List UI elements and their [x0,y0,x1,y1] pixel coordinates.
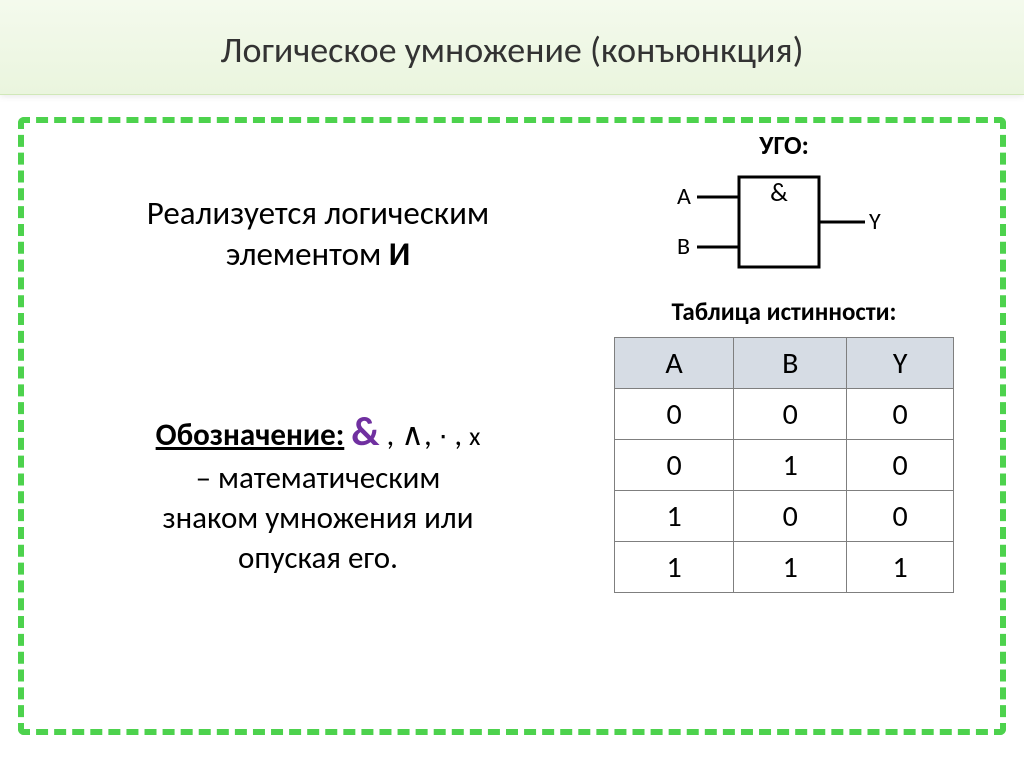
gate-diagram: A B Y & [594,167,974,282]
gate-symbol: & [770,176,788,208]
implementation-text: Реализуется логическим элементом И [58,193,578,276]
impl-element: И [389,234,411,274]
truth-cell: 0 [615,389,734,440]
notation-x: x [469,420,480,452]
content-frame: Реализуется логическим элементом И Обозн… [18,117,1006,735]
impl-line1: Реализуется логическим [147,193,490,233]
truth-col-header: A [615,338,734,389]
slide-title: Логическое умножение (конъюнкция) [0,0,1024,95]
gate-label-y: Y [869,207,881,236]
impl-line2-prefix: элементом [226,234,389,274]
table-row: 000 [615,389,954,440]
left-column: Реализуется логическим элементом И Обозн… [58,193,578,578]
truth-cell: 0 [847,440,954,491]
truth-cell: 1 [734,440,847,491]
notation-block: Обозначение: & , ∧, ∙ , x – математическ… [58,406,578,579]
gate-label-a: A [677,182,691,211]
truth-table: ABY 000010100111 [614,337,954,593]
gate-label-b: B [677,232,690,261]
sep2: , [424,416,439,454]
notation-wedge: ∧ [401,416,424,454]
and-gate-svg: A B Y & [669,167,899,282]
truth-table-label: Таблица истинности: [594,296,974,327]
truth-cell: 0 [847,491,954,542]
truth-cell: 1 [615,542,734,593]
notation-amp: & [351,407,379,456]
ugo-label: УГО: [594,129,974,161]
sep3: , [447,416,469,454]
truth-header-row: ABY [615,338,954,389]
truth-cell: 0 [734,389,847,440]
sep1: , [379,416,401,454]
right-column: УГО: A B Y & Таблица истинности: ABY 000… [594,129,974,593]
truth-cell: 1 [734,542,847,593]
truth-col-header: B [734,338,847,389]
truth-cell: 1 [615,491,734,542]
truth-cell: 0 [847,389,954,440]
truth-body: 000010100111 [615,389,954,593]
truth-cell: 0 [615,440,734,491]
notation-label: Обозначение: [156,416,345,454]
truth-col-header: Y [847,338,954,389]
table-row: 111 [615,542,954,593]
notation-desc1: – математическим [196,459,441,497]
table-row: 010 [615,440,954,491]
truth-cell: 0 [734,491,847,542]
table-row: 100 [615,491,954,542]
truth-cell: 1 [847,542,954,593]
notation-desc2: знаком умножения или [162,499,473,537]
notation-desc3: опуская его. [238,539,398,577]
